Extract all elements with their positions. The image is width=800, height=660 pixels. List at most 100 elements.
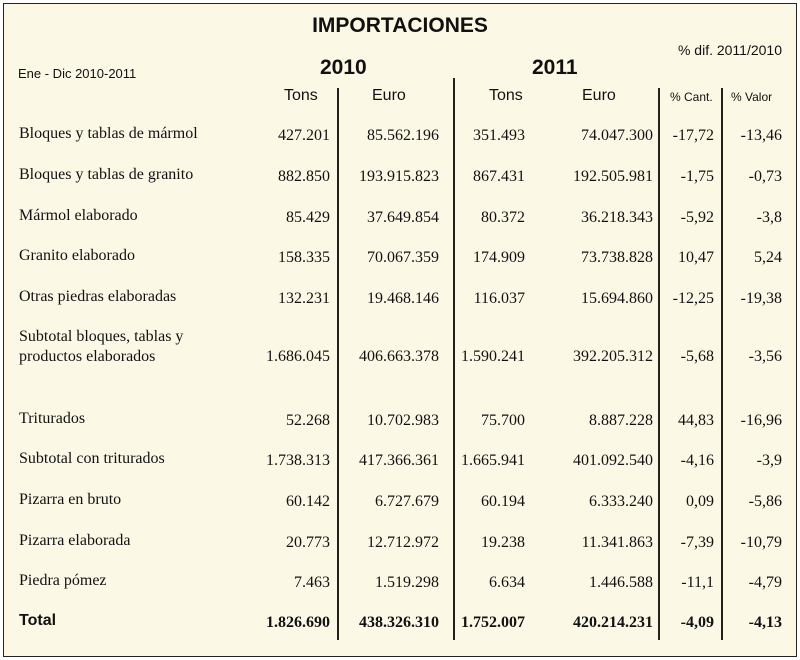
cell-tons-2010: 132.231: [278, 290, 330, 307]
cell-pct-valor: -0,73: [748, 168, 782, 185]
cell-euro-2010: 417.366.361: [359, 452, 439, 469]
cell-pct-valor: -3,8: [756, 209, 782, 226]
cell-euro-2011: 192.505.981: [573, 168, 653, 185]
cell-pct-cant: -4,16: [680, 452, 714, 469]
cell-tons-2010: 1.686.045: [266, 348, 330, 365]
cell-euro-2011: 392.205.312: [573, 348, 653, 365]
cell-euro-2010: 19.468.146: [367, 290, 439, 307]
period-label: Ene - Dic 2010-2011: [18, 66, 137, 81]
cell-euro-2010: 70.067.359: [367, 249, 439, 266]
total-euro-2010: 438.326.310: [359, 614, 439, 631]
row-label: Bloques y tablas de granito: [19, 166, 194, 183]
cell-tons-2011: 867.431: [473, 168, 525, 185]
col-header-euro-2011: Euro: [582, 87, 616, 104]
cell-euro-2011: 1.446.588: [589, 574, 653, 591]
cell-tons-2010: 85.429: [286, 209, 330, 226]
row-label: Pizarra en bruto: [19, 491, 122, 508]
row-label: Mármol elaborado: [19, 207, 138, 224]
cell-euro-2010: 1.519.298: [375, 574, 439, 591]
cell-pct-valor: -5,86: [748, 493, 782, 510]
cell-euro-2011: 401.092.540: [573, 452, 653, 469]
table-title: IMPORTACIONES: [312, 14, 488, 37]
row-label: Piedra pómez: [19, 572, 107, 589]
cell-euro-2010: 6.727.679: [375, 493, 439, 510]
col-header-pct-valor: % Valor: [731, 90, 773, 104]
total-tons-2010: 1.826.690: [266, 614, 330, 631]
cell-pct-cant: -5,68: [680, 348, 714, 365]
row-label-line2: productos elaborados: [19, 348, 156, 365]
cell-euro-2010: 12.712.972: [367, 534, 439, 551]
total-pct-valor: -4,13: [748, 614, 782, 631]
cell-euro-2010: 406.663.378: [359, 348, 439, 365]
row-label: Otras piedras elaboradas: [19, 288, 177, 305]
cell-euro-2010: 193.915.823: [359, 168, 439, 185]
cell-tons-2011: 75.700: [481, 412, 525, 429]
cell-pct-cant: -17,72: [672, 127, 714, 144]
cell-tons-2011: 1.590.241: [461, 348, 525, 365]
cell-pct-cant: 44,83: [678, 412, 714, 429]
total-label: Total: [19, 612, 57, 629]
cell-euro-2011: 73.738.828: [581, 249, 653, 266]
year-2011-header: 2011: [532, 56, 578, 79]
cell-tons-2011: 80.372: [481, 209, 525, 226]
cell-euro-2011: 15.694.860: [581, 290, 653, 307]
row-label: Pizarra elaborada: [19, 532, 131, 549]
year-divider: [453, 78, 455, 640]
total-tons-2011: 1.752.007: [461, 614, 525, 631]
col-header-tons-2010: Tons: [284, 87, 318, 104]
cell-tons-2011: 351.493: [473, 127, 525, 144]
row-label: Bloques y tablas de mármol: [19, 125, 198, 142]
cell-pct-cant: -11,1: [681, 574, 714, 591]
cell-pct-valor: -3,56: [748, 348, 782, 365]
cell-tons-2010: 1.738.313: [266, 452, 330, 469]
cell-tons-2011: 174.909: [473, 249, 525, 266]
cell-tons-2010: 60.142: [286, 493, 330, 510]
column-divider: [658, 88, 660, 640]
cell-tons-2010: 427.201: [278, 127, 330, 144]
cell-euro-2011: 6.333.240: [589, 493, 653, 510]
cell-euro-2010: 85.562.196: [367, 127, 439, 144]
imports-table-panel: IMPORTACIONES % dif. 2011/2010 Ene - Dic…: [3, 3, 797, 657]
cell-pct-valor: 5,24: [754, 249, 782, 266]
cell-pct-cant: -5,92: [680, 209, 714, 226]
cell-tons-2010: 158.335: [278, 249, 330, 266]
cell-euro-2011: 74.047.300: [581, 127, 653, 144]
cell-pct-valor: -13,46: [740, 127, 782, 144]
cell-tons-2010: 52.268: [286, 412, 330, 429]
cell-pct-valor: -4,79: [748, 574, 782, 591]
cell-pct-cant: -7,39: [680, 534, 714, 551]
cell-tons-2010: 882.850: [278, 168, 330, 185]
total-pct-cant: -4,09: [680, 614, 714, 631]
cell-tons-2011: 6.634: [489, 574, 525, 591]
row-label: Granito elaborado: [19, 247, 135, 264]
cell-tons-2010: 7.463: [294, 574, 330, 591]
row-label: Subtotal bloques, tablas y: [19, 328, 184, 345]
cell-tons-2011: 60.194: [481, 493, 525, 510]
cell-pct-valor: -19,38: [740, 290, 782, 307]
total-euro-2011: 420.214.231: [573, 614, 653, 631]
pct-diff-header: % dif. 2011/2010: [677, 42, 782, 58]
cell-pct-cant: -12,25: [672, 290, 714, 307]
col-header-euro-2010: Euro: [372, 87, 406, 104]
cell-pct-cant: -1,75: [680, 168, 714, 185]
row-label: Subtotal con triturados: [19, 450, 165, 467]
cell-tons-2011: 19.238: [481, 534, 525, 551]
cell-euro-2011: 8.887.228: [589, 412, 653, 429]
cell-tons-2011: 1.665.941: [461, 452, 525, 469]
column-divider: [337, 88, 339, 640]
row-label: Triturados: [19, 410, 86, 427]
cell-euro-2010: 37.649.854: [367, 209, 439, 226]
cell-euro-2011: 11.341.863: [581, 534, 653, 551]
cell-pct-valor: -3,9: [756, 452, 782, 469]
col-header-pct-cant: % Cant.: [670, 90, 713, 104]
cell-tons-2011: 116.037: [473, 290, 525, 307]
cell-pct-valor: -10,79: [740, 534, 782, 551]
column-divider: [721, 88, 723, 640]
col-header-tons-2011: Tons: [489, 87, 523, 104]
cell-tons-2010: 20.773: [286, 534, 330, 551]
cell-euro-2010: 10.702.983: [367, 412, 439, 429]
cell-pct-cant: 0,09: [686, 493, 714, 510]
cell-euro-2011: 36.218.343: [581, 209, 653, 226]
cell-pct-cant: 10,47: [678, 249, 714, 266]
year-2010-header: 2010: [320, 56, 367, 79]
